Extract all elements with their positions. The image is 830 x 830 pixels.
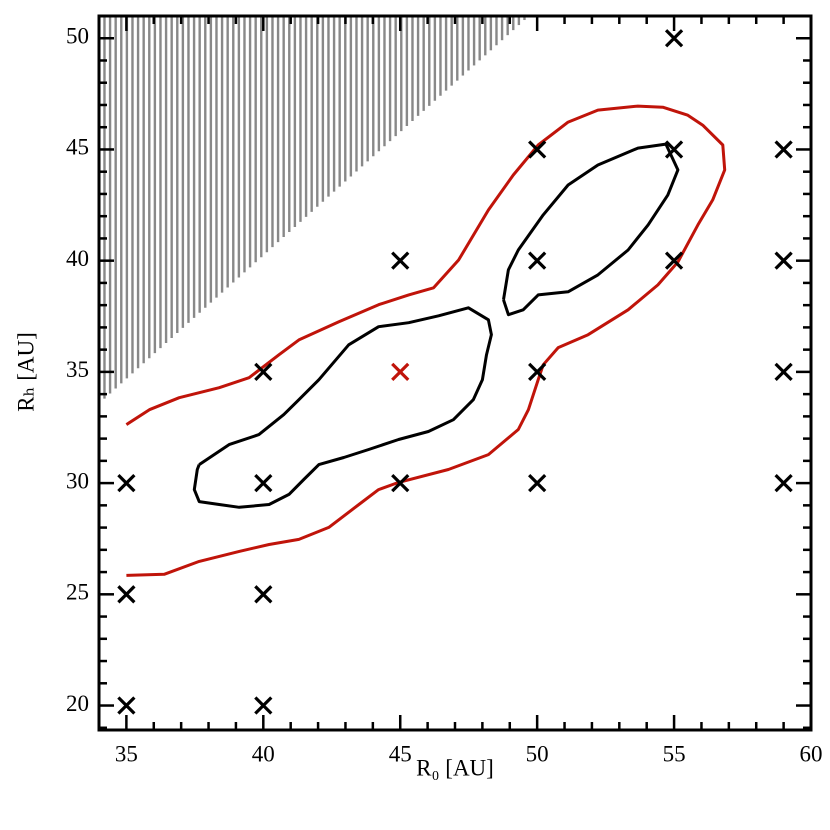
marker — [391, 473, 410, 493]
marker — [117, 585, 136, 604]
marker — [774, 362, 793, 382]
x-tick-label: 60 — [800, 741, 823, 766]
x-tick-label: 55 — [663, 741, 686, 766]
marker — [528, 251, 547, 270]
marker — [664, 140, 684, 159]
marker — [254, 473, 273, 493]
marker — [254, 585, 273, 604]
marker — [774, 140, 793, 159]
x-tick-label: 50 — [526, 741, 549, 766]
contour-line — [192, 306, 493, 509]
contour-line — [502, 142, 680, 317]
y-tick-label: 40 — [66, 246, 89, 271]
x-tick-label: 45 — [389, 741, 412, 766]
marker — [664, 29, 684, 48]
marker — [664, 251, 684, 270]
marker — [774, 251, 793, 270]
marker — [528, 473, 547, 493]
x-tick-label: 35 — [115, 741, 138, 766]
marker — [528, 140, 547, 159]
marker — [391, 251, 410, 270]
y-tick-label: 45 — [66, 135, 89, 160]
marker — [117, 696, 136, 715]
marker — [254, 696, 273, 715]
marker — [117, 473, 136, 493]
marker — [528, 362, 547, 382]
y-axis-label: Rₕ [AU] — [13, 332, 38, 412]
marker — [774, 473, 793, 493]
y-tick-label: 30 — [66, 468, 89, 493]
y-tick-label: 25 — [66, 580, 89, 605]
y-tick-label: 35 — [66, 357, 89, 382]
x-axis-label: R₀ [AU] — [416, 755, 494, 780]
contour-line — [125, 104, 727, 577]
marker — [391, 362, 410, 382]
marker — [254, 362, 273, 382]
y-tick-label: 50 — [66, 24, 89, 49]
y-tick-label: 20 — [66, 691, 89, 716]
x-tick-label: 40 — [252, 741, 275, 766]
